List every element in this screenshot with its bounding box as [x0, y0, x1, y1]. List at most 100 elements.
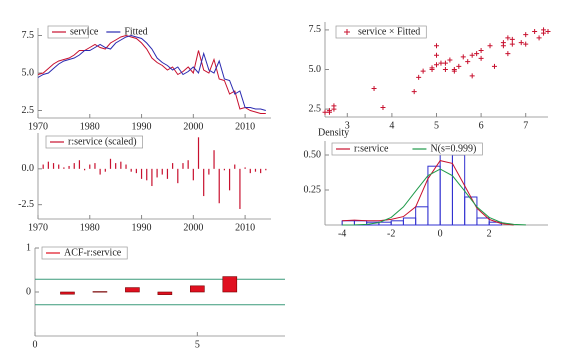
legend-label: r:service [354, 143, 389, 154]
bar [89, 164, 91, 169]
x-tick-label: 4 [389, 120, 394, 131]
bar [222, 276, 238, 293]
legend-label: service × Fitted [358, 26, 420, 37]
bar [265, 168, 267, 171]
bar [249, 168, 251, 174]
bar [177, 168, 179, 184]
point [474, 51, 480, 57]
point [447, 57, 453, 63]
point [434, 52, 439, 58]
bar [92, 291, 108, 293]
bar [94, 163, 96, 169]
bar [42, 164, 44, 169]
bar [208, 168, 210, 175]
bar [254, 168, 257, 172]
x-tick-label: 7 [523, 120, 528, 131]
legend-box [331, 142, 483, 156]
point [532, 29, 538, 34]
point [380, 105, 386, 110]
point [411, 89, 417, 95]
x-tick-label: 1970 [28, 121, 48, 132]
x-tick-label: -2 [387, 228, 395, 239]
x-tick-label: 2 [487, 228, 492, 239]
legend-box [335, 25, 427, 39]
point [371, 86, 377, 91]
bar [223, 168, 225, 171]
bar [166, 168, 169, 179]
bar [146, 168, 148, 181]
bar [140, 168, 143, 179]
bar [228, 168, 231, 191]
y-tick-label: 7.5 [22, 30, 35, 41]
line [37, 34, 266, 111]
legend-label: ACF-r:service [64, 247, 122, 258]
bar [109, 158, 112, 169]
bar [190, 285, 205, 293]
point [451, 67, 457, 72]
point [442, 60, 448, 66]
bar [73, 163, 75, 169]
y-tick-label: 1 [26, 242, 31, 253]
bar [68, 165, 70, 169]
point [322, 109, 328, 115]
bar [197, 137, 200, 169]
bar [52, 163, 55, 169]
point [434, 43, 439, 49]
x-tick-label: 0 [33, 339, 38, 349]
point [434, 62, 439, 68]
point [545, 29, 551, 34]
bar [192, 168, 194, 181]
x-tick-label: 0 [438, 228, 443, 239]
point [456, 63, 462, 69]
bar [203, 168, 205, 197]
bar [63, 167, 65, 169]
point [491, 63, 497, 69]
y-tick-label: 0 [26, 286, 31, 297]
point [469, 52, 475, 58]
bar [213, 150, 215, 169]
point [469, 73, 475, 79]
legend-label: r:service (scaled) [68, 136, 137, 147]
point [429, 65, 435, 71]
point [416, 74, 422, 80]
point [331, 106, 337, 112]
bar [120, 161, 122, 169]
point [465, 59, 471, 65]
x-tick-label: 2010 [235, 222, 255, 233]
bar [182, 163, 184, 169]
point [523, 41, 529, 47]
point [518, 40, 524, 46]
bar [156, 168, 158, 178]
y-axis-label: Density [318, 127, 349, 138]
bar [115, 163, 117, 169]
bar [135, 168, 137, 174]
legend-label: Fitted [124, 26, 147, 37]
legend-marker [344, 29, 350, 35]
bar [218, 168, 220, 204]
bar [130, 168, 132, 172]
y-tick-label: 5.0 [309, 64, 322, 75]
y-tick-label: 0.50 [304, 149, 322, 160]
point [523, 32, 529, 38]
y-tick-label: 0.25 [304, 184, 322, 195]
density-line [342, 168, 526, 226]
y-tick-label: 5.0 [22, 67, 35, 78]
legend-label: service [70, 26, 99, 37]
x-tick-label: -4 [338, 228, 346, 239]
bar [84, 168, 86, 171]
legend-box [41, 246, 128, 260]
x-tick-label: 6 [479, 120, 484, 131]
point [438, 60, 444, 66]
x-tick-label: 1970 [28, 222, 48, 233]
x-tick-label: 2000 [183, 222, 203, 233]
x-tick-label: 2000 [183, 121, 203, 132]
bar [161, 168, 163, 175]
point [487, 43, 493, 49]
x-tick-label: 3 [345, 120, 350, 131]
bar [244, 167, 246, 169]
bar [239, 168, 241, 209]
point [478, 55, 484, 61]
y-tick-label: 7.5 [309, 24, 322, 35]
